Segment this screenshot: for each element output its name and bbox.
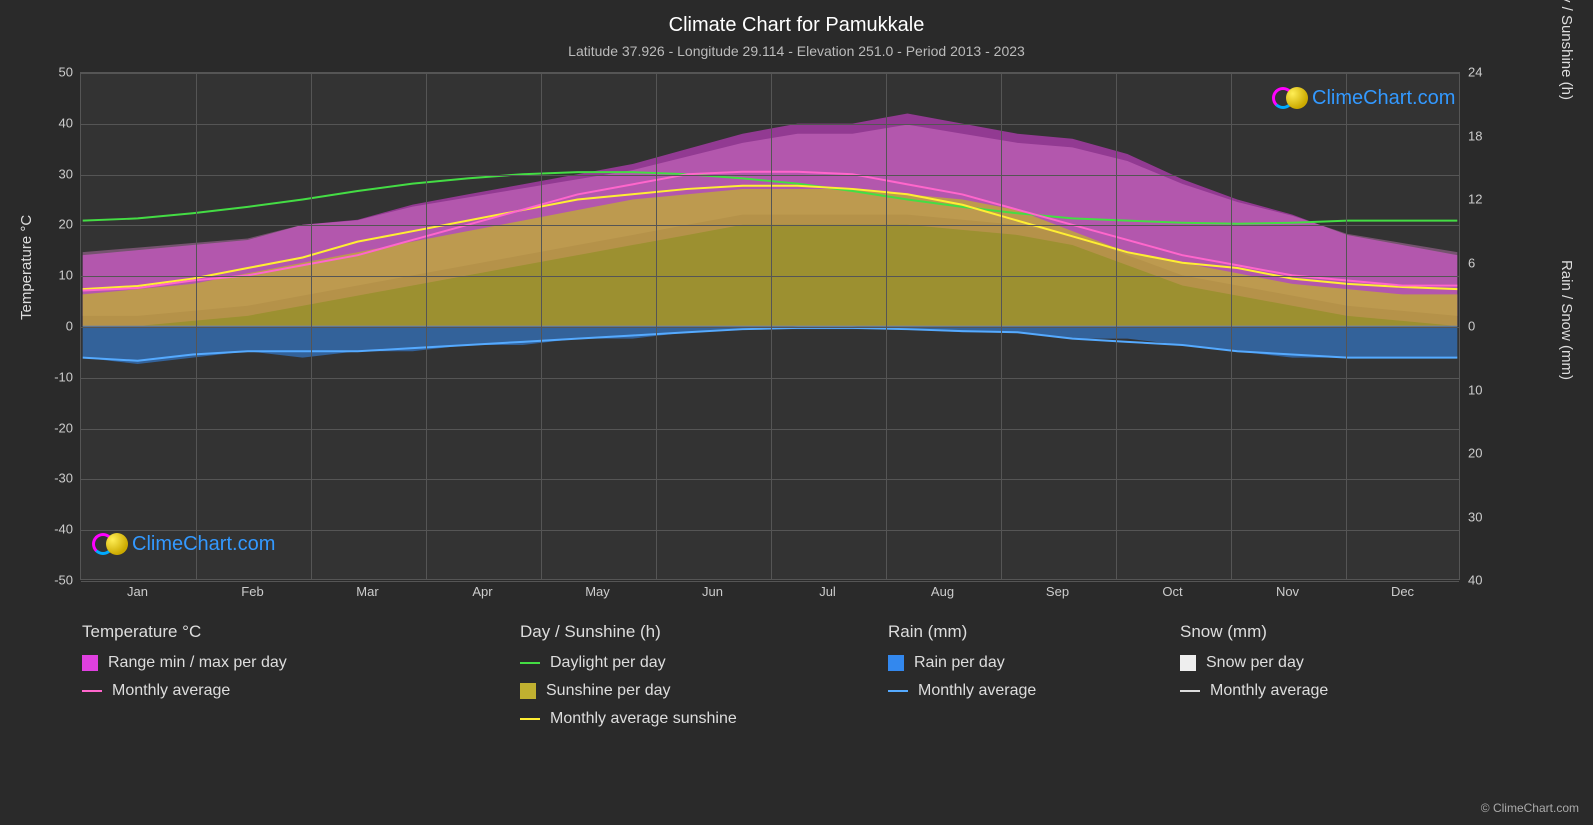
y-axis-right1-label: Day / Sunshine (h) [1558,0,1575,100]
legend-item: Sunshine per day [520,682,737,700]
copyright-text: © ClimeChart.com [1481,801,1579,815]
y-tick-right: 40 [1468,573,1482,588]
legend-swatch-icon [1180,655,1196,671]
legend-item: Monthly average [1180,682,1328,700]
legend-label: Range min / max per day [108,654,287,672]
legend-item: Range min / max per day [82,654,287,672]
legend-title: Day / Sunshine (h) [520,622,737,642]
legend-label: Sunshine per day [546,682,671,700]
legend-temperature: Temperature °C Range min / max per day Mo… [82,622,287,710]
y-tick-left: 40 [33,115,73,130]
climate-chart: Climate Chart for Pamukkale Latitude 37.… [0,0,1593,825]
y-axis-left-label: Temperature °C [18,215,35,320]
watermark-bottom-left: ClimeChart.com [92,530,275,558]
y-tick-left: -50 [33,573,73,588]
x-tick-month: Oct [1162,584,1182,599]
x-tick-month: Jun [702,584,723,599]
y-tick-right: 10 [1468,382,1482,397]
chart-svg [81,73,1459,579]
x-tick-month: Jul [819,584,836,599]
y-tick-left: 30 [33,166,73,181]
legend-item: Monthly average sunshine [520,710,737,728]
legend-line-icon [1180,690,1200,692]
y-tick-left: 20 [33,217,73,232]
y-tick-right: 12 [1468,192,1482,207]
y-tick-left: -10 [33,369,73,384]
legend-label: Rain per day [914,654,1005,672]
legend-swatch-icon [82,655,98,671]
legend-daysunshine: Day / Sunshine (h) Daylight per day Sunsh… [520,622,737,738]
legend-item: Rain per day [888,654,1036,672]
legend-item: Daylight per day [520,654,737,672]
legend-rain: Rain (mm) Rain per day Monthly average [888,622,1036,710]
legend-line-icon [520,718,540,720]
legend-label: Monthly average [918,682,1036,700]
legend-label: Monthly average [112,682,230,700]
x-tick-month: Jan [127,584,148,599]
legend-label: Monthly average sunshine [550,710,737,728]
x-tick-month: Nov [1276,584,1299,599]
legend-line-icon [888,690,908,692]
x-tick-month: Apr [472,584,492,599]
legend-label: Monthly average [1210,682,1328,700]
y-tick-right: 0 [1468,319,1475,334]
climechart-logo-icon [1272,84,1306,112]
y-tick-left: 10 [33,268,73,283]
legend-swatch-icon [520,683,536,699]
y-tick-left: -40 [33,522,73,537]
legend-swatch-icon [888,655,904,671]
y-tick-right: 30 [1468,509,1482,524]
y-tick-right: 20 [1468,446,1482,461]
y-tick-right: 6 [1468,255,1475,270]
climechart-logo-icon [92,530,126,558]
x-tick-month: Dec [1391,584,1414,599]
y-tick-right: 24 [1468,65,1482,80]
rain-fill [83,326,1458,364]
y-tick-right: 18 [1468,128,1482,143]
legend-item: Snow per day [1180,654,1328,672]
plot-area [80,72,1460,580]
x-tick-month: Sep [1046,584,1069,599]
watermark-text: ClimeChart.com [132,533,275,556]
y-tick-left: 50 [33,65,73,80]
x-tick-month: Mar [356,584,378,599]
y-tick-left: 0 [33,319,73,334]
legend-label: Daylight per day [550,654,666,672]
y-tick-left: -20 [33,420,73,435]
chart-subtitle: Latitude 37.926 - Longitude 29.114 - Ele… [0,37,1593,59]
x-tick-month: Feb [241,584,263,599]
legend-line-icon [520,662,540,664]
legend-title: Temperature °C [82,622,287,642]
legend-item: Monthly average [888,682,1036,700]
x-tick-month: Aug [931,584,954,599]
y-tick-left: -30 [33,471,73,486]
legend-label: Snow per day [1206,654,1304,672]
watermark-text: ClimeChart.com [1312,87,1455,110]
x-tick-month: May [585,584,610,599]
y-axis-right2-label: Rain / Snow (mm) [1558,260,1575,380]
chart-title: Climate Chart for Pamukkale [0,0,1593,37]
legend-title: Rain (mm) [888,622,1036,642]
watermark-top-right: ClimeChart.com [1272,84,1455,112]
legend-snow: Snow (mm) Snow per day Monthly average [1180,622,1328,710]
legend-title: Snow (mm) [1180,622,1328,642]
legend-item: Monthly average [82,682,287,700]
legend-line-icon [82,690,102,692]
